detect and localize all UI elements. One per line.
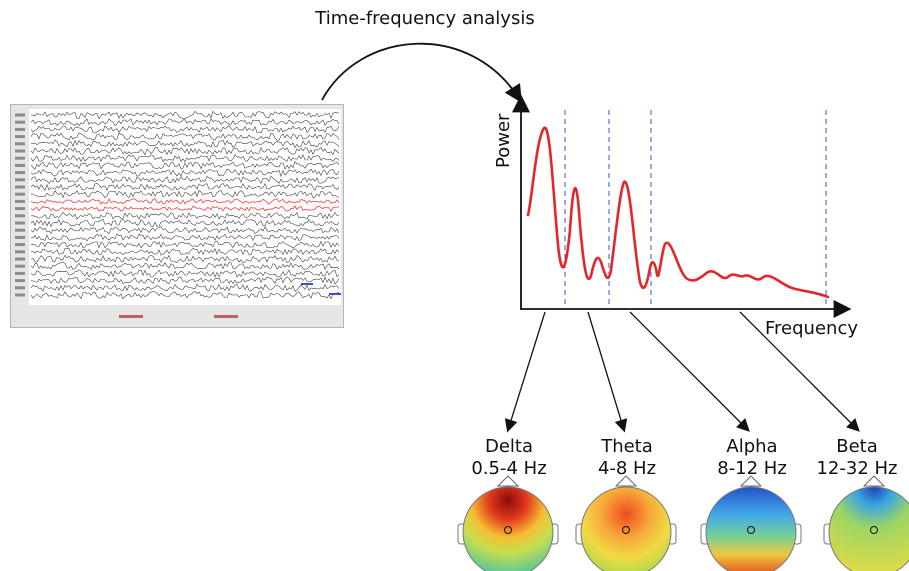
eeg-channel-trace — [30, 190, 340, 199]
eeg-channel-trace — [30, 240, 340, 249]
topomap-theta — [575, 475, 677, 571]
band-range-theta: 4-8 Hz — [597, 458, 657, 479]
eeg-channel-label — [15, 250, 25, 254]
eeg-channel-label — [15, 199, 25, 203]
eeg-channel-label — [15, 142, 25, 146]
eeg-channel-label — [15, 286, 25, 290]
eeg-channel-label — [15, 293, 25, 297]
eeg-channel-trace — [30, 110, 340, 120]
eeg-channel-trace — [30, 233, 340, 242]
eeg-channel-label — [15, 279, 25, 283]
eeg-channel-label — [15, 192, 25, 196]
eeg-channel-label — [15, 235, 25, 239]
eeg-channel-label — [15, 214, 25, 218]
eeg-channel-label — [15, 156, 25, 160]
band-arrow-alpha — [629, 311, 750, 432]
eeg-channel-label — [15, 127, 25, 131]
eeg-channel-trace — [30, 139, 340, 149]
eeg-channel-trace — [30, 283, 340, 292]
eeg-channel-label — [15, 171, 25, 175]
spectrum-plot: Power Frequency — [493, 94, 858, 339]
eeg-channel-label — [15, 178, 25, 182]
eeg-channel-trace — [30, 117, 340, 127]
x-axis-label: Frequency — [765, 318, 858, 339]
band-name-beta: Beta — [836, 436, 878, 457]
eeg-channel-label — [15, 185, 25, 189]
eeg-time-marker — [214, 315, 238, 318]
eeg-channel-trace — [30, 226, 340, 235]
band-name-theta: Theta — [601, 436, 653, 457]
eeg-channel-label — [15, 163, 25, 167]
topomap-alpha — [700, 475, 802, 571]
eeg-plot-area — [29, 109, 341, 305]
eeg-traces — [15, 109, 341, 318]
eeg-channel-label — [15, 221, 25, 225]
band-name-delta: Delta — [484, 436, 534, 457]
eeg-channel-label — [15, 257, 25, 261]
eeg-channel-label — [15, 113, 25, 117]
eeg-channel-trace — [30, 125, 340, 134]
eeg-channel-trace — [30, 154, 340, 163]
band-label-beta: Beta 12-32 Hz — [802, 436, 909, 480]
eeg-channel-trace — [30, 175, 340, 185]
eeg-time-marker — [119, 315, 143, 318]
eeg-channel-trace — [30, 182, 340, 191]
eeg-channel-trace — [30, 269, 340, 278]
analysis-arrow — [321, 42, 522, 104]
eeg-channel-trace — [30, 276, 340, 285]
y-axis-label: Power — [493, 113, 514, 168]
eeg-channel-label — [15, 207, 25, 211]
eeg-channel-trace — [30, 132, 340, 141]
eeg-annotation-mark — [329, 293, 341, 295]
topomap-beta — [823, 475, 909, 571]
band-arrow-theta — [587, 311, 628, 433]
eeg-channel-trace — [30, 205, 340, 212]
topomap-delta — [457, 475, 559, 571]
eeg-channel-label — [15, 149, 25, 153]
eeg-channel-label — [15, 243, 25, 247]
band-label-theta: Theta 4-8 Hz — [572, 436, 682, 480]
band-range-delta: 0.5-4 Hz — [471, 458, 547, 479]
eeg-channel-label — [15, 135, 25, 139]
eeg-channel-label — [15, 264, 25, 268]
power-spectrum-curve — [526, 126, 830, 299]
eeg-channel-trace — [30, 247, 340, 256]
eeg-channel-trace — [31, 211, 340, 220]
band-name-alpha: Alpha — [726, 436, 778, 457]
eeg-channel-label — [15, 271, 25, 275]
band-arrow-beta — [739, 311, 860, 432]
eeg-channel-trace — [30, 262, 340, 270]
eeg-channel-trace — [30, 254, 340, 263]
eeg-channel-trace — [30, 168, 340, 178]
eeg-channel-label — [15, 228, 25, 232]
band-label-delta: Delta 0.5-4 Hz — [454, 436, 564, 480]
band-arrow-delta — [504, 311, 546, 433]
eeg-channel-trace — [30, 291, 340, 300]
eeg-channel-trace — [30, 218, 340, 228]
eeg-channel-label — [15, 120, 25, 124]
eeg-annotation-mark — [301, 283, 313, 285]
band-range-alpha: 8-12 Hz — [717, 458, 787, 479]
eeg-channel-trace — [30, 146, 340, 156]
band-range-beta: 12-32 Hz — [816, 458, 898, 479]
band-label-alpha: Alpha 8-12 Hz — [697, 436, 807, 480]
eeg-channel-trace — [30, 161, 340, 170]
diagram-title: Time-frequency analysis — [315, 8, 535, 29]
eeg-recording — [10, 104, 344, 328]
eeg-channel-trace — [30, 198, 340, 205]
